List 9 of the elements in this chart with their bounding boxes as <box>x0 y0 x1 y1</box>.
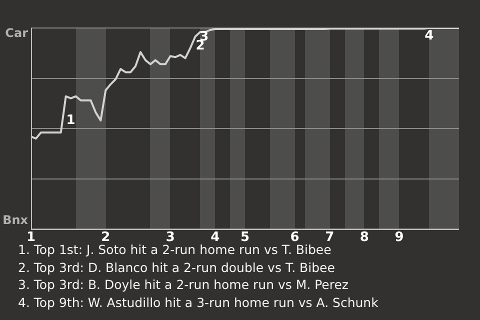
text: 2. Top 3rd: D. Blanco hit a 2-run double vs T. Bibee <box>18 258 336 276</box>
text: Bnx <box>2 213 28 228</box>
x-tick-label: 8 <box>360 230 369 246</box>
text: 4. Top 9th: W. Astudillo hit a 3-run home run vs A. Schunk <box>18 294 380 311</box>
annotation: 4 <box>424 28 434 44</box>
text: 3. Top 3rd: B. Doyle hit a 2-run home run vs M. Perez <box>18 276 350 294</box>
annotation: 1 <box>66 112 76 128</box>
x-tick-label: 9 <box>394 230 404 246</box>
text: Car <box>5 26 28 40</box>
